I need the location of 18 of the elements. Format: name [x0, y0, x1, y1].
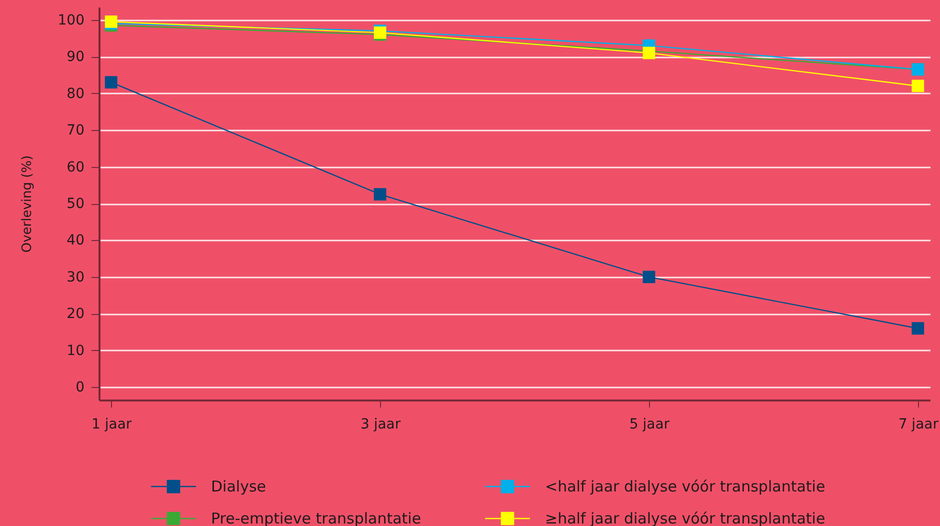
y-tick-label: 60 [66, 159, 84, 176]
y-tick-label: 90 [66, 49, 84, 66]
x-tick-label: 5 jaar [629, 416, 670, 432]
y-tick-label: 10 [66, 342, 84, 359]
y-tick-label: 80 [66, 86, 84, 102]
y-tick-label: 30 [66, 269, 84, 286]
y-tick-label: 70 [66, 122, 84, 139]
y-tick-label: 20 [66, 306, 84, 322]
x-tick-label: 7 jaar [898, 416, 939, 432]
x-tick-label: 3 jaar [360, 416, 401, 432]
y-tick-label: 100 [58, 12, 84, 28]
y-tick-label: 40 [66, 232, 84, 249]
legend-label: <half jaar dialyse vóór transplantatie [545, 478, 826, 496]
y-tick-label: 50 [66, 196, 84, 212]
y-axis-title: Overleving (%) [20, 155, 35, 253]
x-tick-label: 1 jaar [92, 416, 132, 432]
legend-label: Dialyse [211, 478, 266, 496]
y-tick-label: 0 [76, 380, 84, 396]
